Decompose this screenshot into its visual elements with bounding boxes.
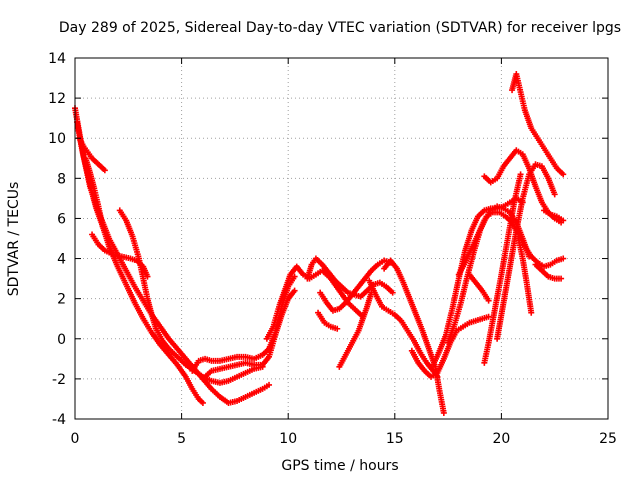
y-tick-label: 12	[48, 91, 66, 107]
data-point	[101, 167, 108, 174]
x-tick-label: 0	[71, 431, 80, 447]
y-tick-label: 0	[57, 332, 66, 348]
y-tick-label: 10	[48, 131, 66, 147]
series-track-19	[455, 203, 533, 278]
series-track-25	[509, 71, 567, 178]
y-axis-label: SDTVAR / TECUs	[6, 182, 22, 297]
data-point	[526, 253, 533, 260]
y-tick-label: 8	[57, 171, 66, 187]
chart-title: Day 289 of 2025, Sidereal Day-to-day VTE…	[59, 20, 621, 36]
data-point	[528, 309, 535, 316]
series-track-27	[541, 207, 567, 224]
grid	[75, 58, 608, 419]
x-tick-label: 20	[492, 431, 510, 447]
series-track-13	[336, 289, 375, 370]
y-tick-label: 2	[57, 292, 66, 308]
series-track-08	[199, 287, 298, 382]
series-track-26	[532, 261, 565, 282]
series-track-03	[76, 135, 108, 174]
x-tick-label: 10	[279, 431, 297, 447]
data-point	[99, 223, 106, 230]
data-point	[560, 217, 567, 224]
series-track-12	[315, 309, 341, 332]
data-point	[334, 325, 341, 332]
data-point	[551, 191, 558, 198]
series-track-20	[466, 271, 492, 304]
data-point	[485, 297, 492, 304]
series-track-21	[481, 171, 524, 366]
y-tick-label: -4	[52, 412, 66, 428]
data-point	[560, 171, 567, 178]
y-tick-label: 6	[57, 211, 66, 227]
data-point	[517, 171, 524, 178]
data-marks	[72, 71, 567, 416]
x-axis-label: GPS time / hours	[281, 458, 398, 474]
data-point	[558, 275, 565, 282]
y-tick-label: 14	[48, 51, 66, 67]
data-point	[389, 289, 396, 296]
series-track-07	[189, 273, 298, 374]
data-point	[440, 409, 447, 416]
x-tick-label: 25	[599, 431, 617, 447]
series-track-24	[481, 147, 565, 226]
axis-ticks: 0 5 10 15 20 25 -4 -2 0 2 4 6 8 10 12 14	[48, 51, 617, 447]
plot-frame	[74, 57, 609, 420]
series-track-15	[381, 257, 447, 416]
data-point	[560, 255, 567, 262]
series-track-14	[366, 277, 441, 380]
data-point	[291, 287, 298, 294]
series-track-04	[82, 155, 106, 230]
x-tick-label: 15	[386, 431, 404, 447]
y-tick-label: -2	[52, 372, 66, 388]
series-track-11	[317, 257, 394, 314]
y-tick-label: 4	[57, 252, 66, 268]
x-tick-label: 5	[177, 431, 186, 447]
series-track-23	[515, 235, 535, 316]
data-point	[199, 399, 206, 406]
series-track-10	[304, 255, 396, 300]
data-point	[266, 381, 273, 388]
